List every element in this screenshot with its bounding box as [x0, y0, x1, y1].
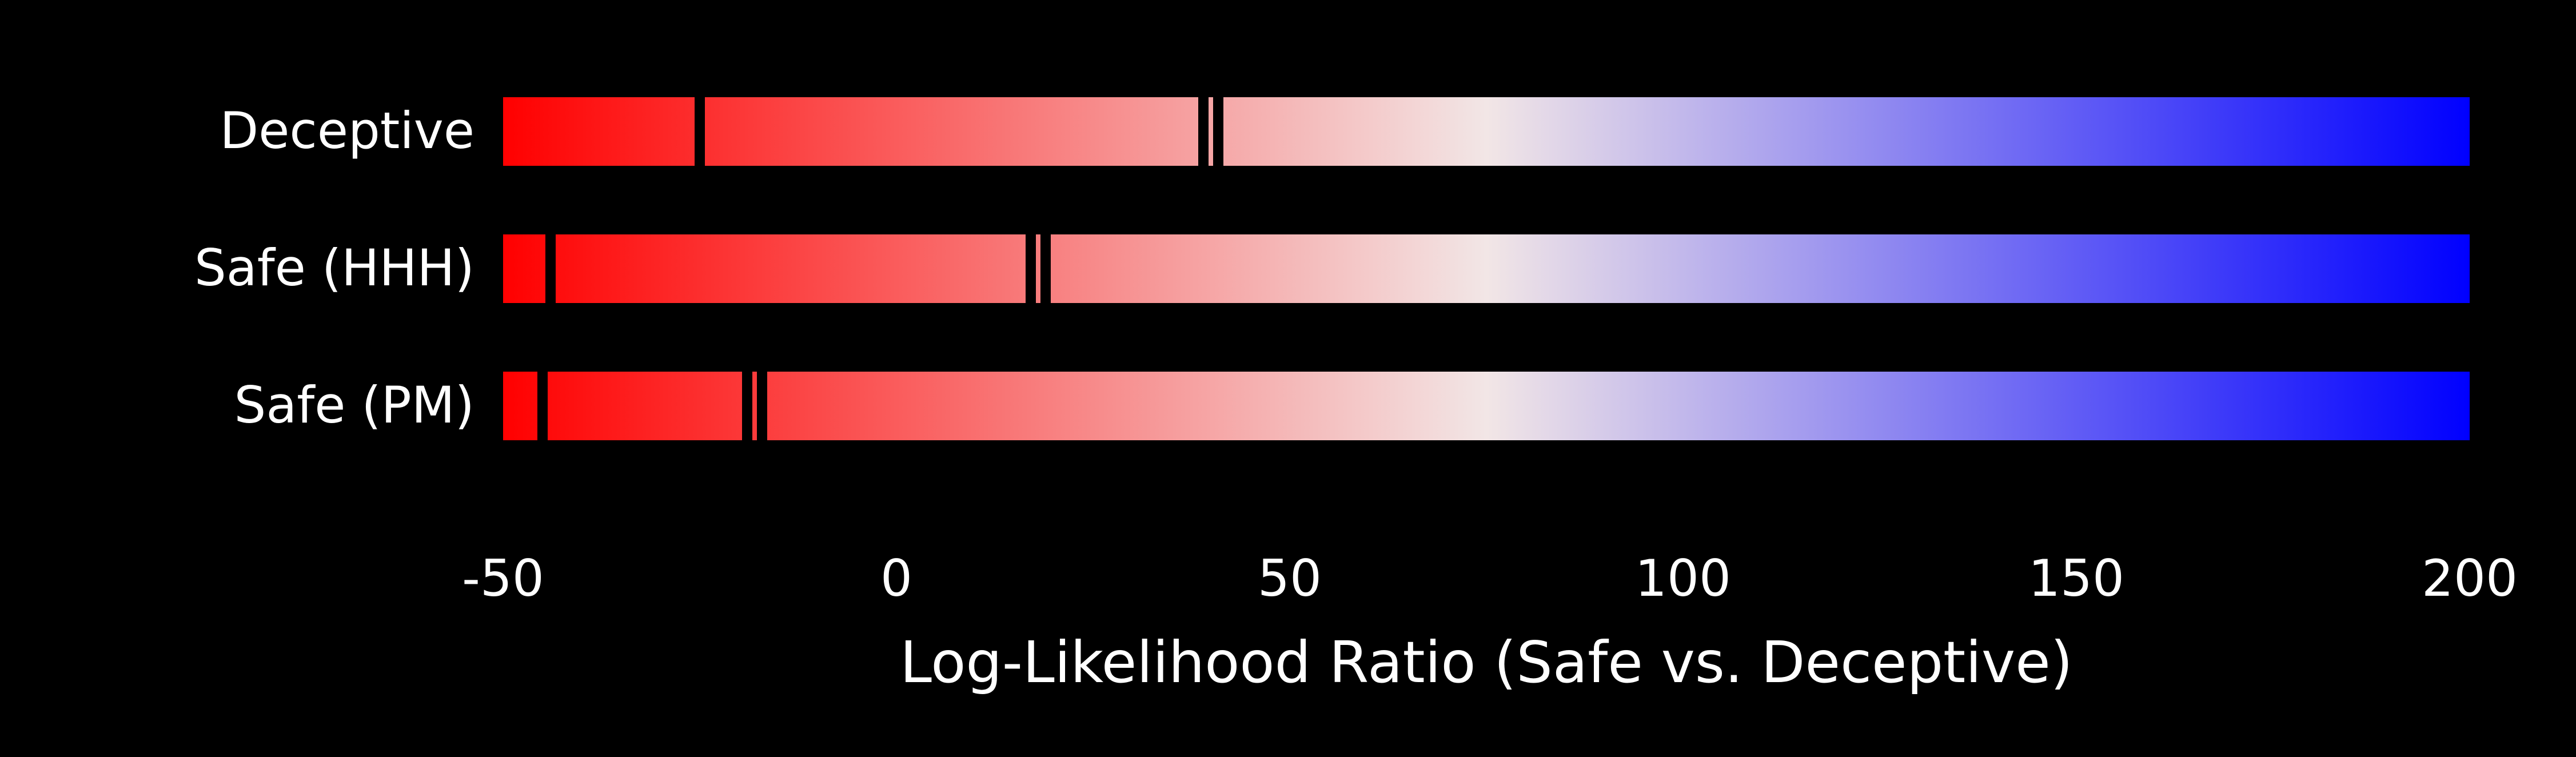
row-label: Safe (HHH)	[194, 238, 474, 297]
gradient-bar	[503, 97, 2470, 166]
gradient-fill	[503, 234, 2470, 303]
row-label: Safe (PM)	[234, 376, 474, 435]
x-tick-label: -50	[462, 549, 544, 608]
x-tick-label: 150	[2028, 549, 2124, 608]
range-marker-right	[1040, 234, 1051, 303]
x-tick-label: 100	[1635, 549, 1731, 608]
gradient-bar	[503, 234, 2470, 303]
range-marker-right	[757, 372, 767, 440]
range-marker-left	[1026, 234, 1036, 303]
x-tick-label: 0	[880, 549, 912, 608]
gradient-bar	[503, 372, 2470, 440]
chart-canvas: Deceptive Safe (HHH) Safe (PM) -50 0 50 100 150…	[0, 0, 2576, 757]
threshold-marker	[537, 372, 548, 440]
gradient-fill	[503, 372, 2470, 440]
threshold-marker	[545, 234, 556, 303]
x-tick-label: 50	[1258, 549, 1322, 608]
range-marker-left	[742, 372, 752, 440]
row-label: Deceptive	[220, 101, 474, 160]
x-tick-label: 200	[2422, 549, 2518, 608]
threshold-marker	[695, 97, 705, 166]
range-marker-left	[1198, 97, 1209, 166]
gradient-fill	[503, 97, 2470, 166]
x-axis-title: Log-Likelihood Ratio (Safe vs. Deceptive…	[900, 629, 2073, 696]
range-marker-right	[1213, 97, 1223, 166]
